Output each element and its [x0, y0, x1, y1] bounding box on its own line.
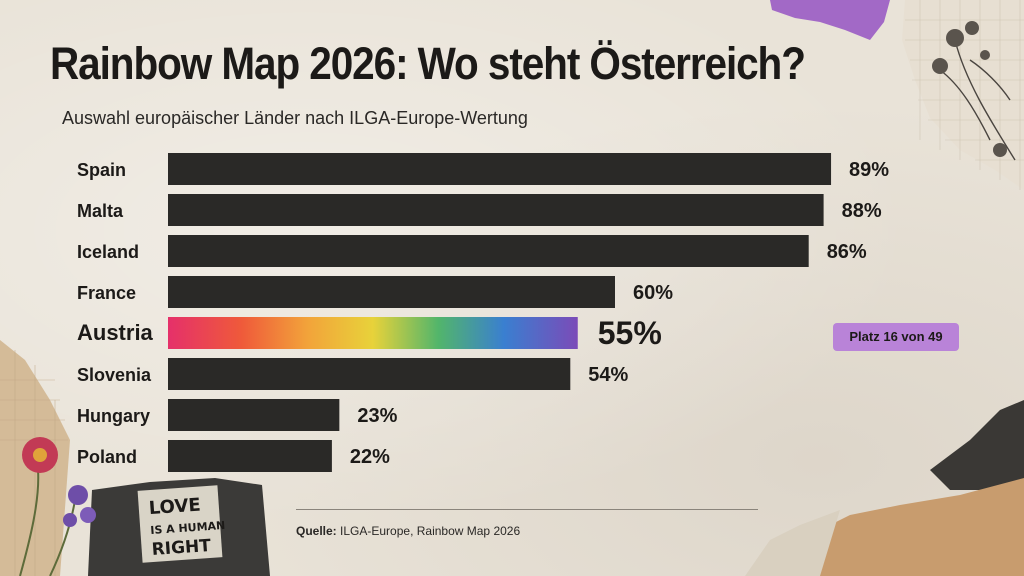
value-label-hungary: 23% [357, 405, 397, 427]
category-label-france: France [77, 283, 136, 303]
sign-line-1: LOVE [148, 495, 201, 520]
page-subtitle: Auswahl europäischer Länder nach ILGA-Eu… [62, 108, 528, 128]
bar-austria [168, 317, 578, 349]
grid-paper-top-right [905, 0, 1024, 190]
value-label-poland: 22% [350, 446, 390, 468]
bar-hungary [168, 399, 340, 431]
category-label-iceland: Iceland [77, 242, 139, 262]
category-label-spain: Spain [77, 160, 126, 180]
rank-badge: Platz 16 von 49 [833, 323, 959, 351]
value-label-austria: 55% [598, 315, 662, 351]
sign-line-3: RIGHT [151, 536, 212, 560]
category-label-slovenia: Slovenia [77, 365, 152, 385]
bar-slovenia [168, 358, 571, 390]
purple-paper-scrap [770, 0, 890, 40]
source-label: Quelle: [296, 524, 337, 538]
bar-malta [168, 194, 824, 226]
category-label-poland: Poland [77, 447, 137, 467]
category-label-malta: Malta [77, 201, 124, 221]
dark-paper-scrap [930, 400, 1024, 490]
page-title: Rainbow Map 2026: Wo steht Österreich? [50, 38, 806, 89]
bar-poland [168, 440, 332, 472]
kraft-paper-scrap [780, 478, 1024, 576]
sign-line-2: IS A HUMAN [150, 519, 226, 537]
source-divider [296, 509, 758, 510]
value-label-malta: 88% [842, 200, 882, 222]
bar-france [168, 276, 615, 308]
bar-iceland [168, 235, 809, 267]
category-label-hungary: Hungary [77, 406, 150, 426]
category-label-austria: Austria [77, 320, 154, 345]
protest-sign [137, 485, 223, 563]
source-text: ILGA-Europe, Rainbow Map 2026 [340, 524, 521, 538]
bar-spain [168, 153, 832, 185]
value-label-iceland: 86% [827, 241, 867, 263]
value-label-spain: 89% [849, 159, 889, 181]
dried-flower-decoration [939, 39, 1016, 161]
value-label-slovenia: 54% [588, 364, 628, 386]
value-label-france: 60% [633, 282, 673, 304]
flower-decoration [19, 437, 96, 576]
source-note: Quelle: ILGA-Europe, Rainbow Map 2026 [296, 524, 520, 538]
